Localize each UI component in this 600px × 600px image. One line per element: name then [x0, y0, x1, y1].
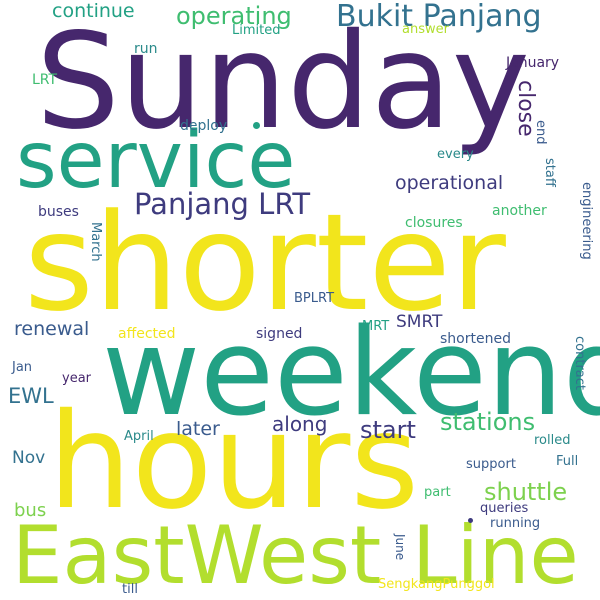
word-limited: Limited: [232, 23, 281, 38]
word-mrt: MRT: [362, 319, 390, 334]
word-till: till: [122, 582, 138, 597]
word-bplrt: BPLRT: [294, 291, 335, 306]
word-buses: buses: [38, 204, 79, 220]
word-march: March: [88, 222, 103, 262]
word-bukit-panjang: Bukit Panjang: [336, 0, 542, 34]
word-east-west: EastWest: [12, 509, 382, 600]
word-every: every: [437, 147, 474, 162]
word-closures: closures: [405, 215, 463, 231]
word-bus: bus: [14, 500, 47, 521]
word-another: another: [492, 203, 547, 219]
word-end: end: [533, 120, 548, 145]
dot-green: [253, 122, 260, 129]
word-jan: Jan: [12, 360, 33, 375]
word-ewl: EWL: [8, 384, 54, 408]
word-june: June: [393, 534, 407, 561]
word-year: year: [62, 371, 92, 386]
word-operational: operational: [395, 172, 504, 194]
word-shorter: shorter: [24, 185, 506, 341]
word-operating: operating: [176, 2, 292, 30]
word-staff: staff: [542, 158, 557, 187]
word-january: January: [506, 55, 560, 71]
word-start: start: [360, 416, 416, 444]
word-affected: affected: [118, 326, 176, 342]
word-renewal: renewal: [14, 318, 90, 340]
word-service: service: [16, 116, 296, 206]
word-along: along: [272, 412, 328, 436]
dot-purple: [468, 518, 473, 523]
word-run: run: [134, 41, 158, 57]
word-sunday: Sunday: [36, 5, 530, 159]
word-weekend: weekend: [102, 304, 600, 443]
word-later: later: [176, 418, 220, 440]
word-running: running: [490, 516, 541, 531]
word-april: April: [124, 429, 154, 444]
word-support: support: [466, 457, 516, 472]
word-smrt: SMRT: [396, 312, 443, 332]
word-sengkang-punggol: SengkangPunggol: [378, 577, 495, 592]
word-part: part: [424, 485, 451, 500]
word-nov: Nov: [12, 448, 46, 468]
word-signed: signed: [256, 326, 303, 342]
word-engineering: engineering: [579, 182, 594, 260]
word-contract: contract: [572, 336, 587, 390]
word-lrt: LRT: [32, 72, 58, 88]
word-answer: answer: [402, 22, 449, 37]
word-line: Line: [412, 509, 579, 600]
word-shortened: shortened: [440, 331, 511, 347]
word-hours: hours: [48, 385, 420, 539]
word-panjang-lrt: Panjang LRT: [134, 187, 311, 221]
word-queries: queries: [480, 501, 529, 516]
word-close: close: [513, 80, 538, 137]
word-deploy: deploy: [180, 118, 228, 134]
word-full: Full: [556, 454, 579, 469]
word-stations: stations: [440, 408, 536, 436]
word-continue: continue: [52, 0, 135, 22]
word-rolled: rolled: [534, 433, 571, 448]
word-shuttle: shuttle: [484, 478, 568, 506]
